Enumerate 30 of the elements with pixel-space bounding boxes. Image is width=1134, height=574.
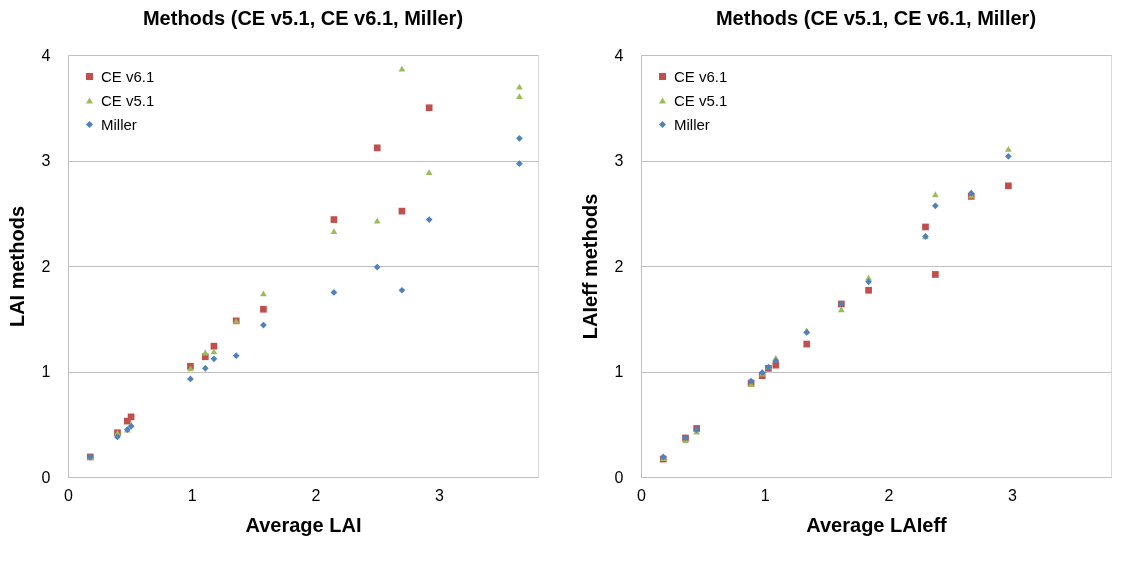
x-tick-label: 0 bbox=[637, 486, 647, 504]
y-tick-label: 0 bbox=[41, 468, 51, 486]
y-tick-label: 3 bbox=[614, 152, 624, 169]
y-axis-title: LAIeff methods bbox=[578, 193, 601, 340]
chart-title: Methods (CE v5.1, CE v6.1, Miller) bbox=[142, 7, 464, 29]
legend-label: CE v6.1 bbox=[101, 67, 155, 85]
y-tick-label: 1 bbox=[614, 363, 624, 380]
x-tick-label: 1 bbox=[187, 486, 197, 504]
x-tick-label: 0 bbox=[64, 486, 74, 504]
legend-label: Miller bbox=[674, 115, 710, 133]
legend-label: CE v5.1 bbox=[101, 91, 155, 109]
y-axis-title: LAI methods bbox=[5, 205, 28, 328]
y-tick-label: 0 bbox=[614, 468, 624, 486]
x-tick-label: 2 bbox=[311, 486, 321, 504]
y-tick-label: 2 bbox=[41, 257, 51, 275]
y-tick-label: 4 bbox=[41, 46, 51, 64]
y-tick-label: 1 bbox=[41, 363, 51, 380]
x-axis-title: Average LAIeff bbox=[806, 513, 948, 536]
y-tick-label: 3 bbox=[41, 152, 51, 169]
legend-label: CE v6.1 bbox=[674, 67, 728, 85]
x-tick-label: 2 bbox=[884, 486, 894, 504]
legend-label: Miller bbox=[101, 115, 137, 133]
y-tick-label: 2 bbox=[614, 257, 624, 275]
x-tick-label: 3 bbox=[1008, 486, 1018, 504]
x-tick-label: 3 bbox=[435, 486, 445, 504]
chart-title: Methods (CE v5.1, CE v6.1, Miller) bbox=[715, 7, 1037, 29]
legend-label: CE v5.1 bbox=[674, 91, 728, 109]
x-tick-label: 1 bbox=[760, 486, 770, 504]
y-tick-label: 4 bbox=[614, 46, 624, 64]
x-axis-title: Average LAI bbox=[245, 513, 362, 536]
